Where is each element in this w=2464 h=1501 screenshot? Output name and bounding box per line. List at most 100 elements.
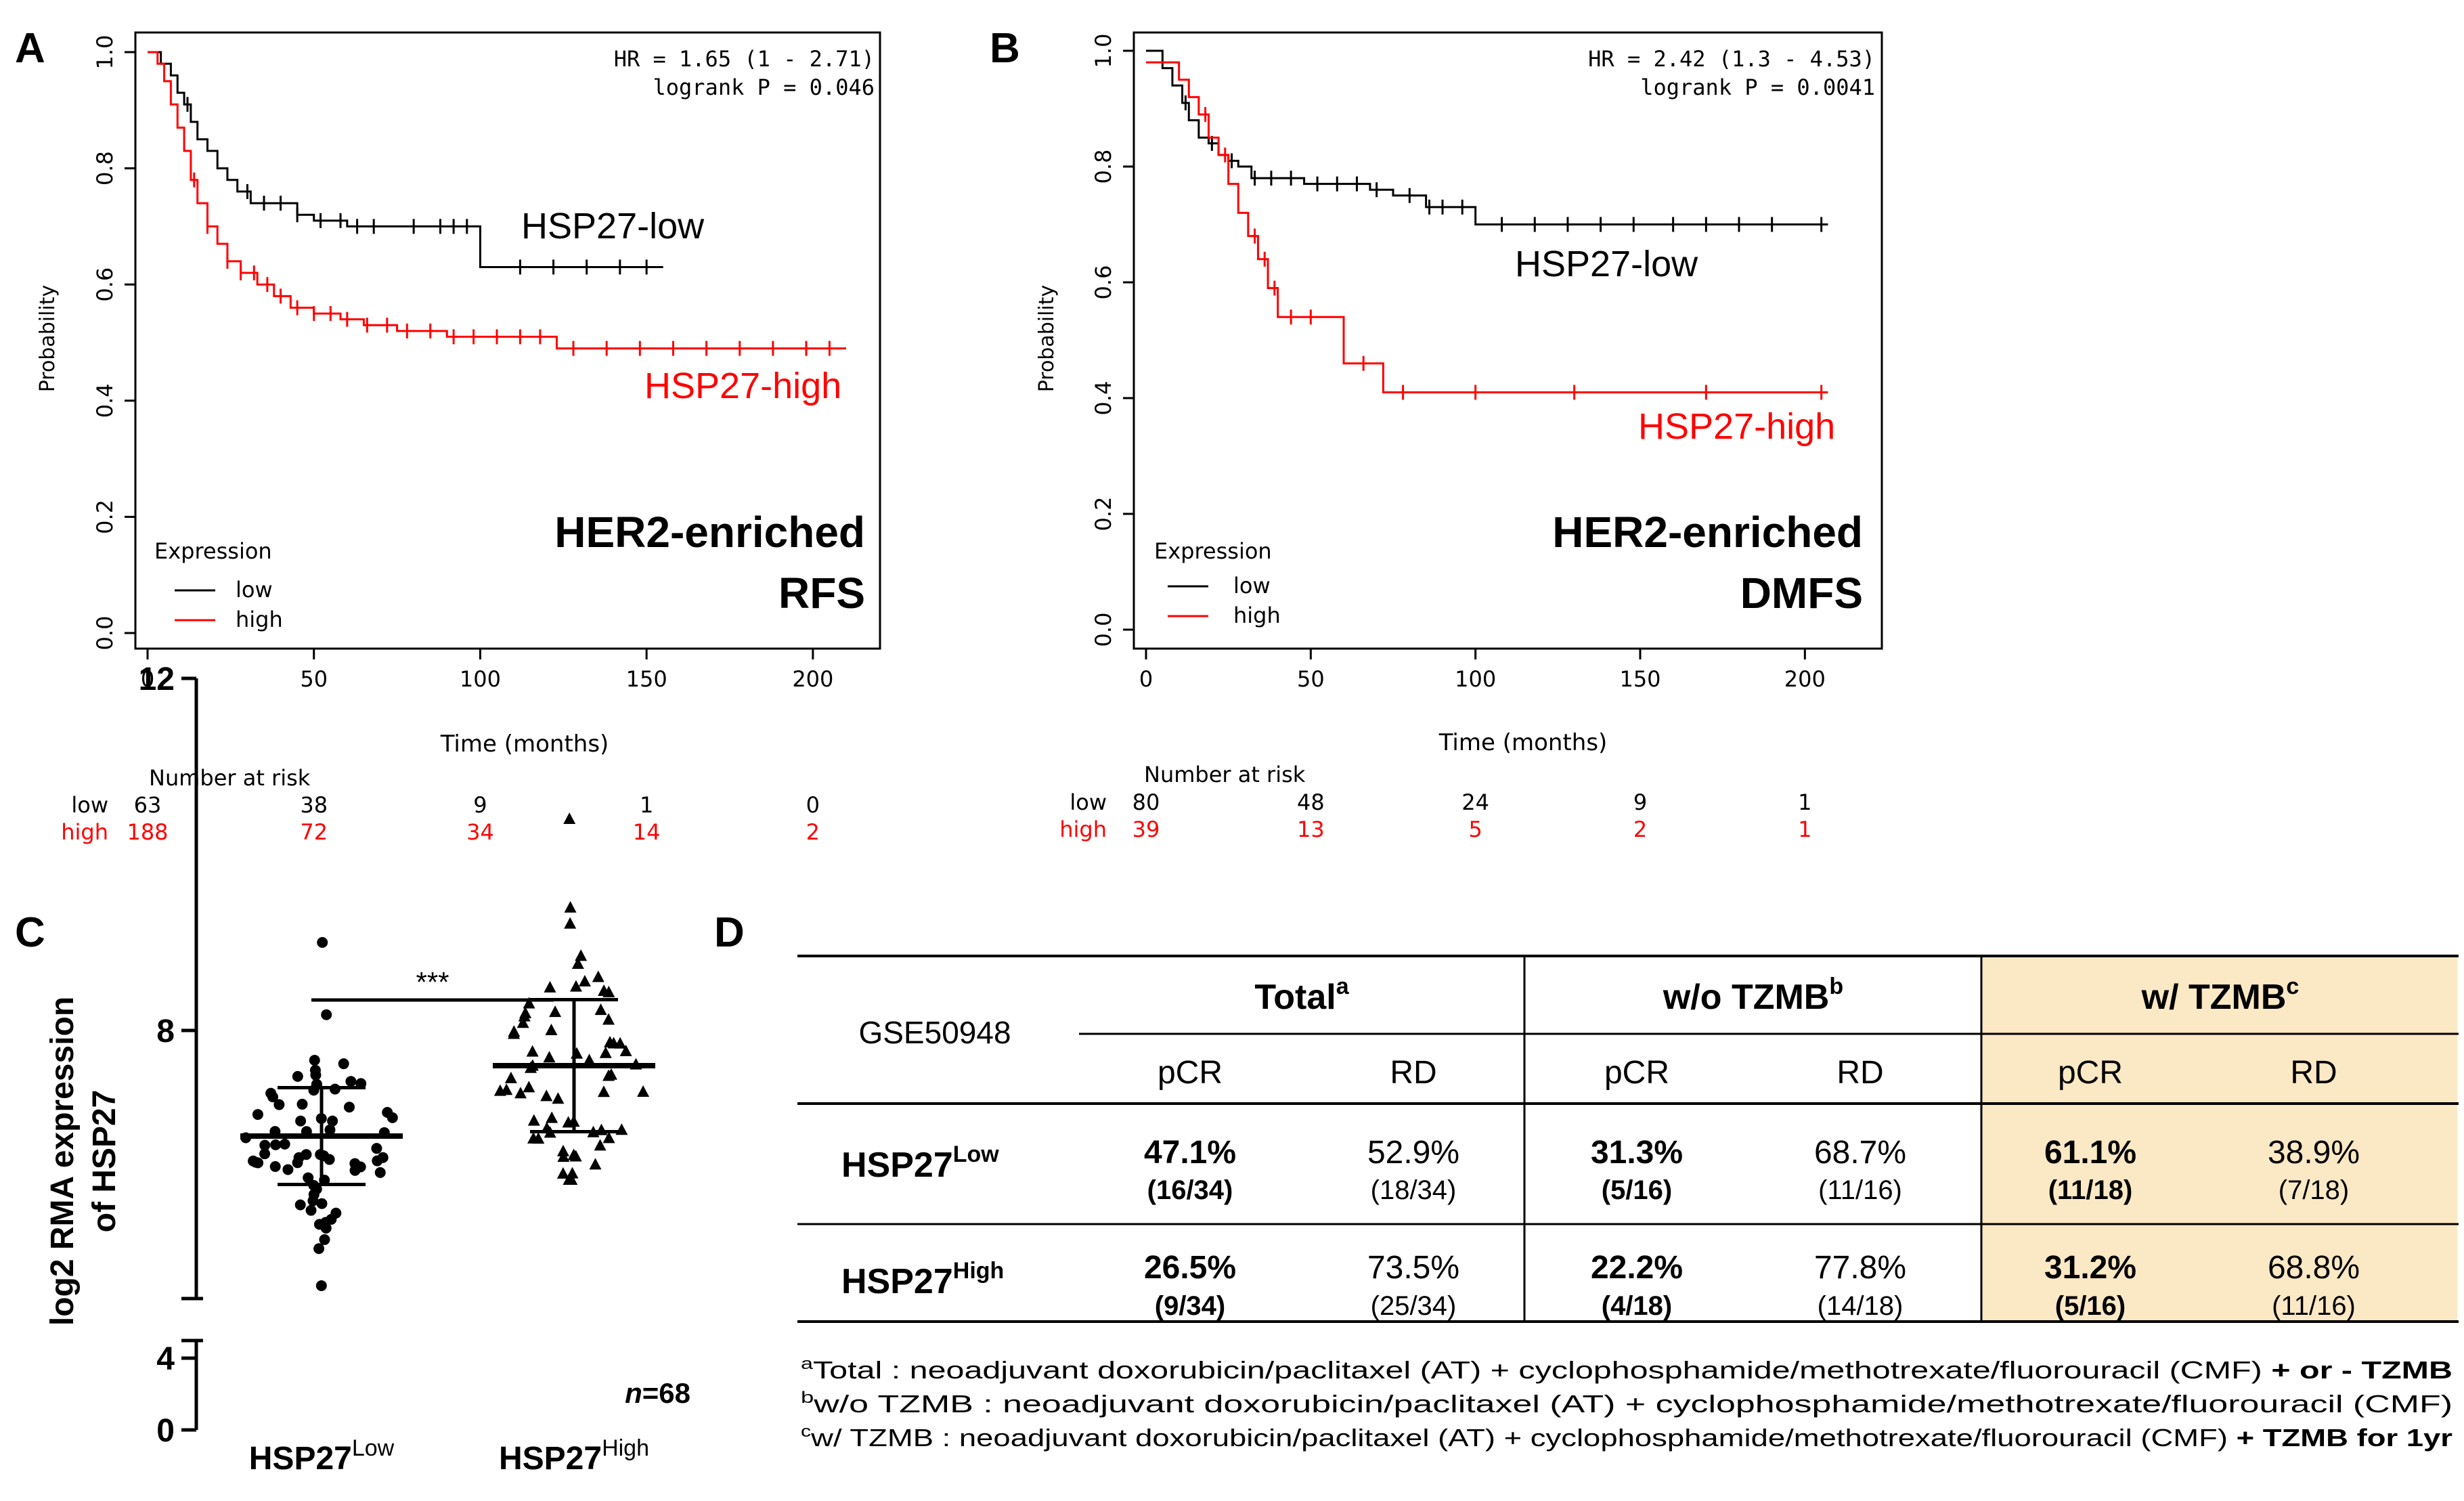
- risk-value-high: 13: [1297, 817, 1325, 842]
- hazard-ratio-a: HR = 1.65 (1 - 2.71): [614, 46, 875, 72]
- km-curve-low: [148, 51, 663, 268]
- risk-value-high: 34: [466, 819, 494, 845]
- data-point-high: [583, 1053, 596, 1066]
- data-point-low: [267, 1091, 279, 1103]
- x-tick-label: 100: [1455, 666, 1496, 692]
- risk-table-b: Number at risk low high 80 48 24 9 1 39 13 5 2 1: [1059, 762, 1811, 842]
- table-cell-percent: 47.1%: [1144, 1135, 1236, 1171]
- data-point-high: [549, 1005, 562, 1018]
- risk-table-header-b: Number at risk: [1144, 762, 1306, 787]
- legend-label-low-a: low: [236, 577, 273, 603]
- logrank-p-b: logrank P = 0.0041: [1640, 74, 1875, 100]
- table-row-label-high: HSP27High: [841, 1258, 1004, 1301]
- y-tick-label: 12: [139, 661, 175, 697]
- y-axis-label-line1-c: log2 RMA expression: [45, 997, 81, 1326]
- risk-value-low: 63: [134, 792, 162, 818]
- table-group-wo-tzmb: w/o TZMBb: [1663, 974, 1843, 1017]
- data-point-low: [330, 1207, 342, 1219]
- x-tick-label: 0: [1139, 666, 1153, 692]
- data-point-low: [313, 1243, 325, 1255]
- data-point-low: [279, 1138, 290, 1150]
- table-cell-percent: 68.8%: [2268, 1250, 2360, 1286]
- table-subheader: RD: [1836, 1055, 1883, 1091]
- x-axis-a: 0 50 100 150 200: [141, 649, 833, 692]
- x-tick-label: 150: [626, 666, 667, 692]
- y-tick-label: 0.0: [92, 616, 118, 651]
- n-label-italic: n: [625, 1377, 642, 1409]
- data-point-low: [282, 1164, 294, 1175]
- data-point-low: [269, 1161, 281, 1173]
- risk-row-label-low-a: low: [71, 792, 108, 818]
- data-point-high: [562, 1116, 575, 1128]
- table-cell-count: (5/16): [1602, 1175, 1673, 1205]
- table-cell-percent: 73.5%: [1367, 1250, 1459, 1286]
- table-cell-count: (18/34): [1371, 1175, 1457, 1205]
- risk-values-b: 80 48 24 9 1 39 13 5 2 1: [1132, 789, 1812, 842]
- data-point-high: [594, 1003, 607, 1016]
- table-cell-percent: 68.7%: [1814, 1135, 1906, 1171]
- data-point-high: [569, 980, 582, 992]
- data-point-high: [598, 984, 611, 997]
- footnote-marker: b: [801, 1389, 814, 1407]
- data-point-high: [602, 1013, 615, 1025]
- panel-letter-a: A: [15, 25, 45, 72]
- table-cell-percent: 26.5%: [1144, 1250, 1236, 1286]
- table-cell-percent: 52.9%: [1367, 1135, 1459, 1171]
- km-curve-low: [1146, 49, 1828, 225]
- km-curve-high: [1146, 61, 1828, 393]
- y-axis-b: 0.0 0.2 0.4 0.6 0.8 1.0: [1091, 34, 1134, 647]
- table-row-label-low: HSP27Low: [841, 1141, 999, 1185]
- n-label-value: =68: [642, 1377, 690, 1409]
- risk-table-header-a: Number at risk: [149, 765, 311, 791]
- data-point-low: [305, 1204, 317, 1216]
- data-point-high: [567, 1148, 580, 1160]
- data-point-high: [544, 980, 556, 993]
- data-point-high: [545, 1023, 558, 1035]
- table-row-label-low-sup: Low: [953, 1141, 1000, 1167]
- table-group-wo-tzmb-sup: b: [1829, 974, 1843, 999]
- y-axis-c: 12 8 4 0: [139, 661, 203, 1449]
- panel-letter-b: B: [990, 25, 1020, 72]
- table-cell-count: (4/18): [1602, 1291, 1673, 1321]
- table-dataset-label: GSE50948: [858, 1015, 1011, 1050]
- risk-value-low: 48: [1297, 789, 1325, 815]
- legend-label-high-b: high: [1233, 603, 1281, 628]
- data-point-low: [259, 1139, 271, 1151]
- x-tick-label: 150: [1619, 666, 1660, 692]
- data-point-low: [374, 1167, 386, 1178]
- data-point-low: [321, 1009, 332, 1020]
- table-cell-count: (11/16): [1818, 1175, 1902, 1205]
- x-axis-label-a: Time (months): [440, 731, 609, 758]
- footnote: b w/o TZMB : neoadjuvant doxorubicin/pacl…: [801, 1389, 2452, 1418]
- data-point-high: [566, 1167, 579, 1179]
- table-group-w-tzmb-name: w/ TZMB: [2141, 978, 2287, 1017]
- category-label-high: HSP27High: [499, 1435, 649, 1477]
- km-curves-b: [1146, 49, 1828, 400]
- table-cell-percent: 38.9%: [2268, 1135, 2360, 1171]
- x-tick-label: 0: [141, 666, 154, 692]
- data-point-high: [594, 1139, 607, 1151]
- y-axis-label-line2-c: of HSP27: [87, 1090, 123, 1233]
- data-point-high: [527, 1114, 540, 1126]
- data-point-high: [514, 1087, 527, 1099]
- table-cell-count: (9/34): [1155, 1291, 1226, 1321]
- footnote: a Total : neoadjuvant doxorubicin/paclita…: [801, 1355, 2452, 1384]
- data-point-low: [310, 1069, 322, 1081]
- risk-value-high: 39: [1132, 817, 1160, 842]
- legend-label-high-a: high: [236, 607, 283, 632]
- curve-label-high-a: HSP27-high: [644, 366, 841, 406]
- y-tick-label: 4: [156, 1341, 175, 1377]
- panel-letter-c: C: [15, 909, 45, 956]
- risk-value-low: 1: [1798, 789, 1811, 815]
- data-point-low: [252, 1109, 263, 1121]
- risk-values-a: 63 38 9 1 0 188 72 34 14 2: [127, 792, 820, 845]
- data-point-low: [320, 1222, 332, 1234]
- x-tick-label: 50: [1297, 666, 1325, 692]
- data-point-low: [259, 1148, 271, 1160]
- category-label-low-base: HSP27: [249, 1441, 352, 1477]
- data-point-low: [377, 1152, 389, 1163]
- risk-value-low: 80: [1132, 789, 1160, 815]
- table-cell-count: (11/18): [2048, 1175, 2133, 1205]
- table-cell-percent: 77.8%: [1814, 1250, 1906, 1286]
